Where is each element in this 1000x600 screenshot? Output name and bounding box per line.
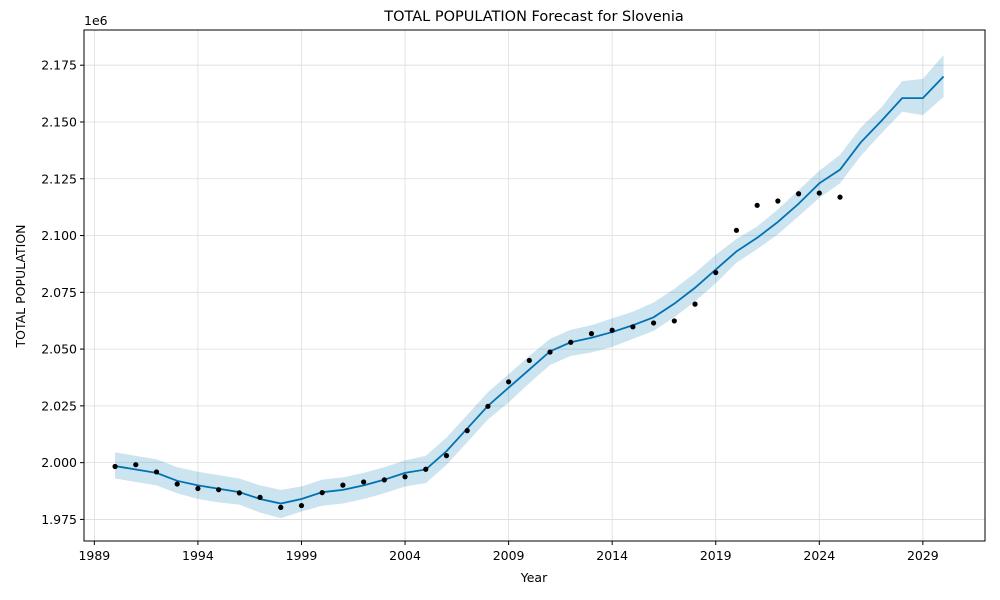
observed-point	[423, 466, 429, 472]
observed-point	[216, 487, 222, 493]
y-tick-label: 2.075	[41, 285, 77, 300]
grid-lines	[84, 30, 985, 541]
observed-point	[340, 482, 346, 488]
observed-point	[568, 339, 574, 345]
x-tick-label: 2024	[803, 548, 835, 563]
axes: 1989 1994 1999 2004 2009 2014 2019 2024 2029 1.97…	[41, 29, 986, 563]
observed-point	[112, 463, 118, 470]
x-tick-label: 2029	[907, 548, 939, 563]
observed-points	[112, 190, 843, 510]
observed-point	[630, 324, 636, 330]
observed-point	[692, 301, 698, 307]
observed-point	[816, 190, 822, 196]
x-tick-label: 2009	[493, 548, 525, 563]
y-tick-label: 2.100	[41, 228, 77, 243]
observed-point	[464, 428, 470, 434]
observed-point	[837, 194, 843, 200]
observed-point	[671, 318, 677, 324]
y-tick-label: 2.000	[41, 455, 77, 470]
forecast-series-line	[114, 75, 945, 505]
observed-point	[526, 357, 532, 364]
x-tick-label: 1994	[182, 548, 214, 563]
plot-frame	[83, 29, 986, 542]
observed-point	[609, 327, 615, 333]
chart-title: TOTAL POPULATION Forecast for Slovenia	[383, 9, 684, 25]
observed-point	[588, 331, 595, 337]
observed-point	[795, 191, 802, 197]
observed-point	[650, 320, 657, 326]
observed-point	[775, 198, 781, 204]
observed-point	[319, 490, 325, 496]
y-tick-label: 2.125	[41, 171, 77, 186]
uncertainty-band	[115, 54, 944, 519]
observed-point	[381, 477, 387, 483]
x-tick-label: 1989	[78, 548, 110, 563]
x-tick-label: 2019	[700, 548, 732, 563]
observed-point	[133, 462, 139, 468]
x-tick-label: 1999	[286, 548, 318, 563]
forecast-line	[114, 75, 945, 505]
observed-point	[713, 269, 719, 276]
y-tick-label: 2.025	[41, 398, 77, 413]
observed-point	[195, 485, 201, 492]
observed-point	[402, 474, 408, 480]
observed-point	[298, 502, 305, 509]
observed-point	[257, 494, 263, 500]
observed-point	[153, 469, 160, 475]
observed-point	[485, 403, 491, 409]
x-axis-label: Year	[520, 570, 548, 585]
observed-point	[547, 349, 553, 355]
x-tick-label: 2014	[596, 548, 628, 563]
observed-point	[174, 481, 180, 487]
observed-point	[733, 227, 740, 233]
y-tick-label: 2.150	[41, 114, 77, 129]
y-offset-label: 1e6	[84, 13, 108, 28]
y-tick-label: 2.050	[41, 342, 77, 357]
observed-point	[443, 453, 450, 459]
observed-point	[754, 202, 760, 208]
y-tick-label: 1.975	[41, 512, 77, 527]
observed-point	[506, 379, 512, 385]
x-tick-label: 2004	[389, 548, 421, 563]
observed-point	[361, 479, 367, 485]
y-tick-label: 2.175	[41, 58, 77, 73]
observed-point	[278, 504, 284, 510]
observed-point	[236, 490, 242, 496]
y-axis-label: TOTAL POPULATION	[13, 224, 28, 348]
confidence-band	[115, 54, 944, 519]
